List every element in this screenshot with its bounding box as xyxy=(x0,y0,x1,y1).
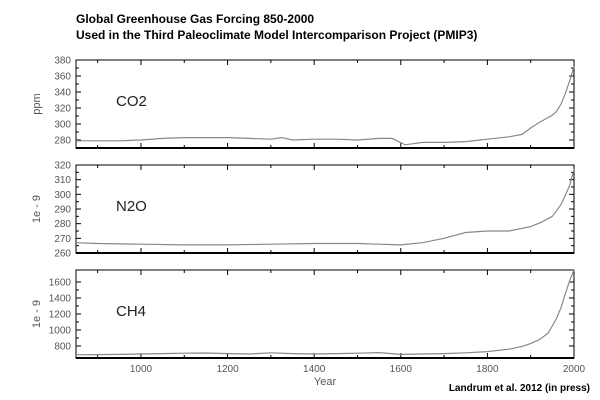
n2o-y-tick-label: 310 xyxy=(54,175,71,186)
co2-panel-label: CO2 xyxy=(116,93,147,110)
x-axis-label: Year xyxy=(314,376,337,388)
co2-panel-frame xyxy=(75,59,575,149)
co2-y-tick-label: 340 xyxy=(54,88,71,99)
co2-series-line xyxy=(76,66,575,146)
n2o-y-tick-label: 270 xyxy=(54,234,71,245)
x-tick-label: 1600 xyxy=(390,364,413,375)
n2o-panel-frame xyxy=(75,164,575,254)
co2-y-tick-label: 320 xyxy=(54,104,71,115)
x-tick-label: 2000 xyxy=(563,364,586,375)
n2o-y-tick-label: 290 xyxy=(54,205,71,216)
citation-credit: Landrum et al. 2012 (in press) xyxy=(448,383,590,394)
n2o-y-tick-label: 320 xyxy=(54,161,71,172)
ch4-panel-frame xyxy=(75,269,575,359)
n2o-y-tick-label: 260 xyxy=(54,249,71,260)
x-tick-label: 1400 xyxy=(303,364,326,375)
n2o-panel-label: N2O xyxy=(116,198,147,215)
co2-y-axis-label: ppm xyxy=(31,93,43,114)
ch4-y-tick-label: 1400 xyxy=(49,294,72,305)
x-tick-label: 1800 xyxy=(476,364,499,375)
n2o-y-axis-label: 1e - 9 xyxy=(31,195,43,223)
chart-title-line2: Used in the Third Paleoclimate Model Int… xyxy=(76,28,478,42)
x-tick-label: 1200 xyxy=(216,364,239,375)
ch4-series-line xyxy=(75,269,575,356)
ch4-panel-label: CH4 xyxy=(116,303,146,320)
ch4-y-tick-label: 1000 xyxy=(49,326,72,337)
ch4-y-axis-label: 1e - 9 xyxy=(31,300,43,328)
ch4-y-tick-label: 1200 xyxy=(49,310,72,321)
co2-y-tick-label: 360 xyxy=(54,72,71,83)
ch4-y-tick-label: 1600 xyxy=(49,278,72,289)
co2-y-tick-label: 300 xyxy=(54,120,71,131)
ch4-y-tick-label: 800 xyxy=(54,342,71,353)
n2o-y-tick-label: 300 xyxy=(54,190,71,201)
n2o-series-line xyxy=(75,169,575,246)
co2-y-tick-label: 380 xyxy=(54,56,71,67)
n2o-y-tick-label: 280 xyxy=(54,219,71,230)
x-tick-label: 1000 xyxy=(130,364,153,375)
co2-y-tick-label: 280 xyxy=(54,136,71,147)
chart-title-line1: Global Greenhouse Gas Forcing 850-2000 xyxy=(76,12,315,26)
